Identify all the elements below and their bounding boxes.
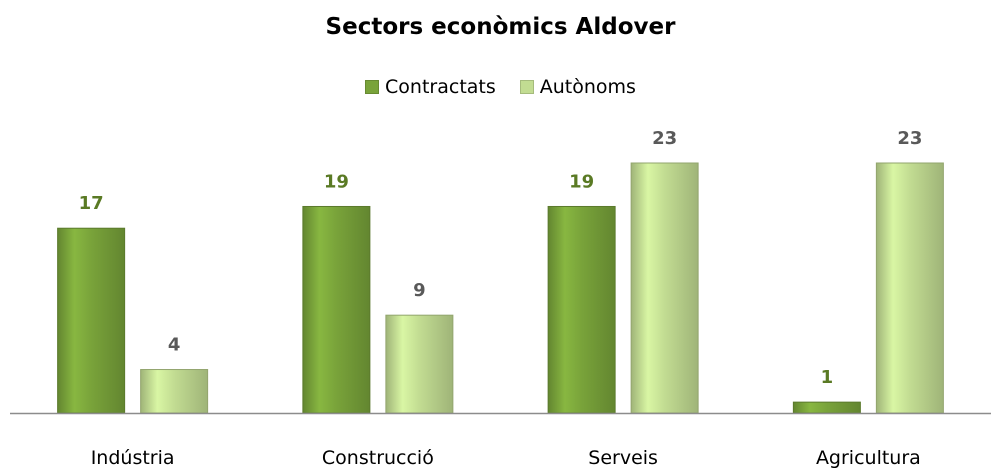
category-label-construccio: Construcció <box>322 447 434 468</box>
data-label-contractats-agricultura: 1 <box>821 367 834 388</box>
chart-title: Sectors econòmics Aldover <box>325 14 676 40</box>
data-label-autonoms-agricultura: 23 <box>897 128 922 149</box>
bar-contractats-construccio <box>302 205 371 414</box>
data-label-autonoms-industria: 4 <box>168 335 181 356</box>
legend-item-contractats: Contractats <box>365 76 496 98</box>
bar-autonoms-serveis <box>630 162 699 414</box>
data-label-contractats-construccio: 19 <box>324 171 349 192</box>
legend-swatch-contractats <box>365 80 380 94</box>
data-label-autonoms-construccio: 9 <box>413 280 426 301</box>
category-label-agricultura: Agricultura <box>816 447 921 468</box>
category-label-industria: Indústria <box>91 447 175 468</box>
bar-contractats-agricultura <box>792 401 861 414</box>
bar-contractats-industria <box>57 227 126 414</box>
legend: Contractats Autònoms <box>0 76 1001 98</box>
legend-label-contractats: Contractats <box>385 76 496 98</box>
bars-group <box>57 162 944 414</box>
category-label-serveis: Serveis <box>588 447 658 468</box>
legend-item-autonoms: Autònoms <box>519 76 636 98</box>
labels-group: 17 4 Indústria 19 9 Construcció 19 23 Serveis 1 23… <box>79 128 923 468</box>
bar-contractats-serveis <box>547 205 616 414</box>
data-label-contractats-serveis: 19 <box>569 171 594 192</box>
bar-autonoms-industria <box>140 369 209 414</box>
legend-label-autonoms: Autònoms <box>539 76 636 98</box>
bar-autonoms-construccio <box>385 314 454 414</box>
bar-autonoms-agricultura <box>875 162 944 414</box>
data-label-autonoms-serveis: 23 <box>652 128 677 149</box>
legend-swatch-autonoms <box>519 80 534 94</box>
data-label-contractats-industria: 17 <box>79 193 104 214</box>
